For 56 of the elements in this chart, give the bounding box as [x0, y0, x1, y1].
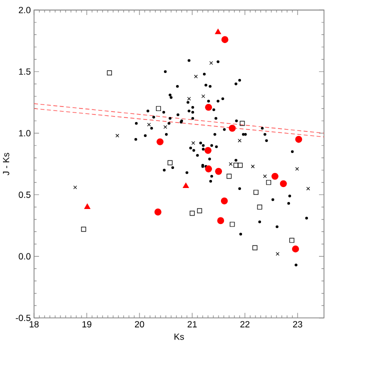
point — [226, 174, 232, 179]
point — [182, 182, 189, 188]
point — [168, 160, 173, 166]
point — [230, 222, 235, 227]
point — [292, 246, 299, 253]
point — [252, 245, 258, 250]
point — [266, 180, 272, 186]
point — [228, 124, 236, 132]
point — [238, 162, 243, 168]
y-tick-label: -0.5 — [16, 314, 30, 322]
point — [215, 168, 222, 176]
point — [263, 174, 267, 178]
point — [220, 198, 228, 205]
point — [194, 74, 198, 79]
point — [187, 97, 191, 101]
point — [306, 186, 310, 191]
y-tick-label: 2.0 — [18, 7, 31, 14]
point — [271, 173, 278, 180]
point — [154, 208, 162, 216]
point — [190, 210, 195, 216]
point — [197, 208, 202, 214]
x-tick-label: 18 — [30, 321, 39, 328]
x-tick-label: 21 — [188, 321, 197, 328]
point — [250, 164, 255, 168]
point — [280, 180, 287, 188]
y-axis-title: J - Ks — [2, 153, 10, 176]
x-tick-label: 23 — [293, 321, 302, 328]
x-tick-label: 22 — [240, 321, 250, 328]
point — [289, 238, 294, 243]
x-axis-title: Ks — [174, 334, 184, 340]
point — [156, 138, 164, 146]
point — [204, 147, 212, 154]
point — [163, 125, 168, 130]
point — [221, 36, 228, 44]
point — [217, 217, 224, 224]
point — [81, 226, 86, 232]
point — [253, 190, 258, 195]
point — [209, 61, 214, 66]
y-tick-label: 1.0 — [19, 130, 31, 137]
point — [205, 104, 212, 111]
point — [214, 28, 222, 34]
y-tick-label: 0.0 — [18, 253, 31, 260]
point — [191, 141, 196, 146]
point — [295, 136, 302, 144]
point — [84, 204, 90, 210]
x-tick-label: 20 — [134, 321, 144, 328]
y-tick-label: 0.5 — [18, 192, 30, 198]
x-tick-label: 19 — [82, 321, 92, 328]
point — [240, 121, 245, 126]
point — [276, 252, 280, 256]
point — [238, 138, 242, 143]
point — [156, 106, 161, 112]
y-tick-label: 1.5 — [19, 68, 30, 75]
point — [106, 70, 112, 76]
point — [205, 166, 212, 173]
point — [257, 204, 262, 210]
